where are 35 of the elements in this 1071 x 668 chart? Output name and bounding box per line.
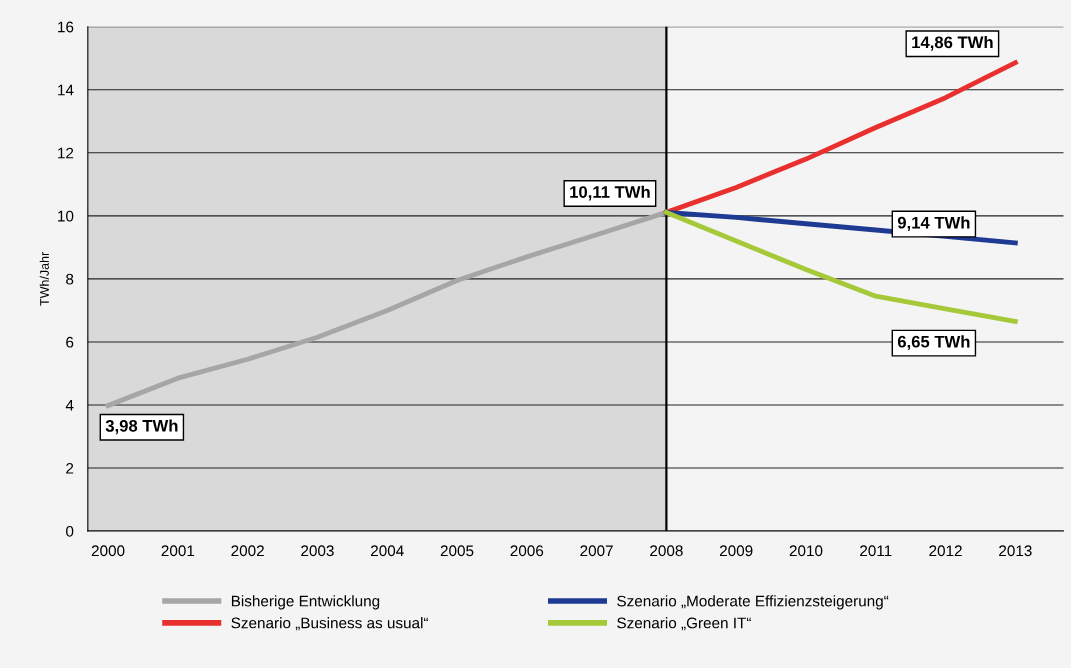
x-tick-label: 2011 [860, 545, 892, 557]
y-tick-label: 0 [66, 525, 74, 537]
annotation: 10,11 TWh [570, 185, 650, 201]
y-tick-label: 4 [65, 400, 74, 411]
legend-label: Szenario „Business as usual“ [231, 617, 428, 631]
annotation: 3,98 TWh [105, 419, 178, 435]
x-tick-label: 2008 [650, 545, 683, 557]
x-tick-label: 2001 [161, 545, 195, 557]
y-tick-label: 8 [66, 273, 74, 285]
y-tick-label: 12 [58, 147, 74, 159]
x-tick-label: 2002 [231, 545, 264, 557]
legend-label: Szenario „Green IT“ [617, 617, 751, 631]
y-tick-label: 16 [58, 21, 74, 33]
y-axis-title: TWh/Jahr [39, 252, 49, 306]
x-tick-label: 2010 [789, 545, 823, 557]
x-tick-label: 2006 [510, 545, 544, 557]
y-tick-label: 10 [58, 210, 74, 222]
x-tick-label: 2007 [580, 545, 613, 557]
x-tick-label: 2009 [719, 545, 753, 557]
x-tick-label: 2013 [999, 545, 1032, 557]
x-tick-label: 2003 [301, 545, 334, 557]
legend-label: Bisherige Entwicklung [231, 595, 380, 610]
x-tick-label: 2012 [929, 545, 962, 557]
x-tick-label: 2005 [440, 545, 474, 557]
line-series [663, 60, 1018, 215]
y-tick-label: 6 [66, 336, 74, 348]
annotation: 14,86 TWh [912, 36, 993, 51]
y-tick-label: 2 [66, 462, 74, 474]
line-series [663, 209, 1018, 324]
y-tick-label: 14 [58, 84, 74, 96]
annotation: 6,65 TWh [897, 335, 970, 350]
x-tick-label: 2000 [91, 545, 125, 557]
legend-label: Szenario „Moderate Effizienzsteigerung“ [617, 595, 889, 610]
x-tick-label: 2004 [371, 545, 404, 557]
annotation: 9,14 TWh [897, 216, 970, 231]
